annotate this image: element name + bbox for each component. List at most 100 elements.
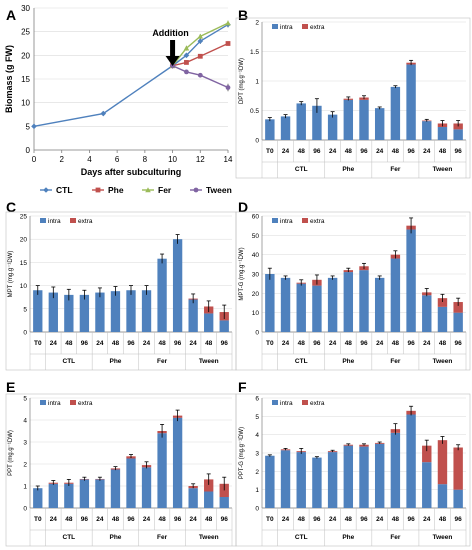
x-tick-label: 4: [87, 155, 92, 164]
series-line-tween: [172, 65, 229, 89]
legend-label-tween: Tween: [206, 185, 232, 195]
x-category-label: 96: [221, 340, 229, 347]
x-category-label: 48: [298, 516, 306, 523]
y-tick-label: 10: [21, 99, 30, 108]
y-tick-label: 0: [255, 506, 259, 513]
bar-intra: [157, 258, 167, 332]
x-category-label: 96: [81, 340, 89, 347]
bar-intra: [327, 114, 338, 140]
x-group-label-phe: Phe: [110, 534, 122, 541]
x-category-label: 96: [221, 516, 229, 523]
panel-letter-b: B: [238, 7, 248, 23]
x-group-label-fer: Fer: [157, 534, 168, 541]
annotation-arrow-shaft: [170, 40, 176, 56]
legend-swatch-extra: [302, 400, 308, 405]
x-category-label: 48: [112, 516, 120, 523]
x-category-label: 48: [205, 516, 213, 523]
x-category-label: 24: [190, 516, 198, 523]
bar-intra: [141, 290, 152, 332]
x-category-label: 96: [81, 516, 89, 523]
annotation-label: Addition: [152, 28, 189, 38]
y-tick-label: 2: [255, 20, 259, 27]
data-point-ctl: [100, 110, 107, 117]
bar-intra: [280, 450, 291, 508]
legend-swatch-extra: [70, 218, 76, 223]
x-category-label: 24: [282, 516, 290, 523]
bar-intra: [79, 294, 90, 332]
x-category-label: 96: [407, 516, 415, 523]
chart-frame: [235, 211, 471, 371]
x-category-label: 24: [143, 340, 151, 347]
data-point-phe: [184, 60, 189, 65]
x-category-label: 96: [127, 516, 135, 523]
bar-intra: [126, 458, 136, 508]
x-category-label: 48: [158, 516, 166, 523]
y-tick-label: 4: [23, 418, 27, 425]
bar-intra: [33, 290, 43, 332]
y-axis-title: MPT-G (mg.g⁻¹DW): [239, 247, 245, 300]
x-group-label-fer: Fer: [390, 534, 401, 541]
x-category-label: 24: [376, 148, 384, 155]
y-tick-label: 0.5: [250, 108, 259, 115]
y-axis-title: Biomass (g FW): [4, 45, 14, 113]
bar-intra: [312, 285, 322, 332]
x-category-label: 48: [439, 516, 447, 523]
x-group-label-tween: Tween: [433, 166, 453, 173]
bar-intra: [422, 462, 432, 508]
x-category-label: 96: [360, 148, 368, 155]
x-category-label: 96: [407, 148, 415, 155]
y-tick-label: 0: [23, 506, 27, 513]
x-category-label: 96: [407, 340, 415, 347]
x-tick-label: 12: [196, 155, 205, 164]
x-category-label: 24: [143, 516, 151, 523]
bar-intra: [95, 479, 105, 508]
bar-intra: [453, 489, 463, 508]
x-tick-label: 14: [224, 155, 233, 164]
series-line-ctl: [33, 23, 229, 128]
y-tick-label: 20: [252, 291, 260, 298]
bar-intra: [280, 277, 291, 332]
data-point-fer: [183, 45, 190, 51]
x-group-label-tween: Tween: [199, 358, 219, 365]
legend-label-intra: intra: [48, 400, 61, 407]
x-category-label: 48: [439, 340, 447, 347]
y-tick-label: 3: [23, 440, 27, 447]
y-axis-title: DPT (mg.g⁻¹DW): [239, 58, 245, 104]
chart-frame: [235, 393, 471, 547]
y-tick-label: 3: [255, 451, 259, 458]
x-category-label: 96: [313, 340, 321, 347]
x-category-label: 96: [455, 516, 463, 523]
x-category-label: 48: [392, 516, 400, 523]
y-tick-label: 40: [252, 252, 260, 259]
bar-intra: [172, 239, 183, 332]
series-line-fer: [172, 22, 229, 67]
x-group-label-tween: Tween: [433, 358, 453, 365]
legend-label-extra: extra: [78, 218, 93, 225]
x-category-label: 48: [439, 148, 447, 155]
bar-intra: [374, 443, 385, 508]
bar-intra: [312, 105, 322, 140]
bar-intra: [390, 258, 401, 332]
x-category-label: 24: [190, 340, 198, 347]
legend-label-intra: intra: [48, 218, 61, 225]
x-axis-title: Days after subculturing: [81, 167, 182, 177]
bar-intra: [280, 116, 291, 140]
data-point-tween: [197, 72, 203, 78]
y-tick-label: 15: [20, 260, 28, 267]
legend-swatch-intra: [272, 400, 278, 405]
x-category-label: 24: [50, 340, 58, 347]
bar-intra: [219, 497, 229, 508]
panel-letter-f: F: [238, 379, 247, 395]
x-category-label: 96: [313, 516, 321, 523]
y-tick-label: 1: [255, 79, 259, 86]
y-tick-label: 25: [20, 214, 28, 221]
bar-extra: [204, 479, 214, 492]
legend-label-extra: extra: [310, 400, 325, 407]
bar-extra: [437, 440, 448, 485]
y-tick-label: 0: [255, 138, 259, 145]
y-axis-title: PPT (mg.g⁻¹DW): [8, 430, 14, 476]
y-tick-label: 10: [20, 283, 28, 290]
x-tick-label: 8: [143, 155, 148, 164]
bar-intra: [359, 99, 369, 140]
x-category-label: 24: [423, 516, 431, 523]
